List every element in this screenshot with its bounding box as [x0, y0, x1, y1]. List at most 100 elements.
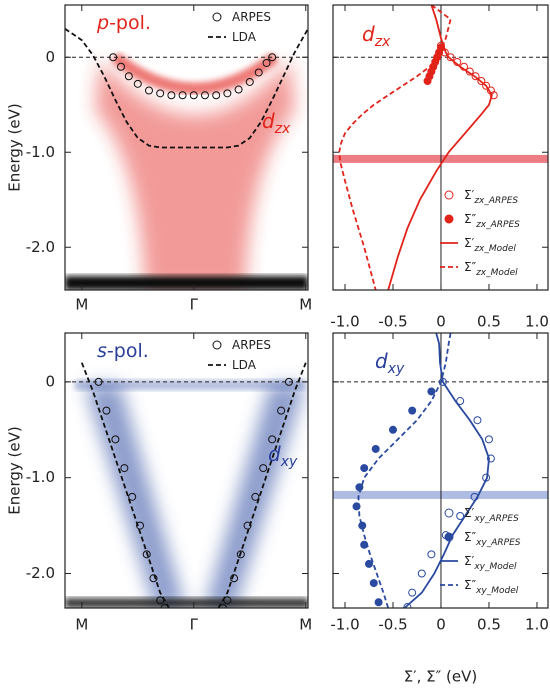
y-tick-label: -2.0 — [26, 238, 55, 256]
data-point — [486, 454, 495, 463]
legend-swatch — [444, 532, 454, 542]
legend-label: Σ″zx_ARPES — [464, 212, 520, 230]
series-line — [357, 333, 452, 608]
data-point — [364, 559, 373, 568]
data-point — [111, 435, 120, 444]
y-tick-label: 0 — [45, 372, 55, 390]
y-tick-label: -1.0 — [26, 143, 55, 161]
legend-subscript: xy_ARPES — [475, 538, 521, 548]
polarization-letter: p — [96, 12, 109, 34]
data-point — [245, 77, 254, 86]
x-tick-label: 0 — [436, 313, 446, 331]
x-axis-label: Σ′, Σ″ (eV) — [404, 668, 477, 686]
data-point — [371, 444, 380, 453]
y-tick-label: -2.0 — [26, 564, 55, 582]
legend-subscript: zx_ARPES — [473, 196, 518, 206]
legend-label: Σ″xy_ARPES — [464, 530, 521, 548]
orbital-label: dzx — [362, 22, 391, 51]
data-point — [268, 435, 277, 444]
legend-name: ARPES — [232, 338, 271, 352]
data-point — [277, 406, 286, 415]
data-point — [369, 579, 378, 588]
x-tick-label: Γ — [190, 296, 199, 314]
x-tick-label: 0.5 — [477, 616, 501, 634]
x-tick-label: -0.5 — [378, 616, 407, 634]
plot-area — [333, 5, 548, 290]
orbital-label: dxy — [375, 349, 405, 378]
data-point — [403, 603, 412, 608]
data-point — [374, 598, 383, 607]
legend-name: Σ′ — [464, 236, 475, 250]
orbital-subscript: xy — [280, 454, 298, 470]
orbital-letter: d — [268, 442, 281, 466]
orbital-subscript: xy — [387, 361, 405, 377]
data-point — [124, 72, 133, 81]
x-tick-label: M — [299, 296, 312, 314]
data-point — [473, 416, 482, 425]
legend-name: Σ″ — [464, 578, 477, 592]
frame — [64, 4, 309, 291]
data-point — [482, 81, 491, 90]
legend-subscript: zx_ARPES — [475, 220, 520, 230]
data-point — [189, 91, 198, 100]
data-point — [178, 91, 187, 100]
x-tick-label: 0 — [436, 616, 446, 634]
data-point — [156, 89, 165, 98]
data-point — [262, 58, 271, 67]
series-line — [387, 5, 493, 290]
data-point — [128, 492, 137, 501]
data-point — [408, 406, 417, 415]
data-point — [427, 550, 436, 559]
data-point — [259, 464, 268, 473]
data-point — [417, 569, 426, 578]
legend-subscript: xy_Model — [475, 586, 519, 596]
data-point — [254, 68, 263, 77]
data-point — [120, 464, 129, 473]
intensity-map — [65, 380, 308, 608]
polarization-text: -pol. — [109, 12, 151, 34]
legend-subscript: xy_Model — [473, 562, 517, 572]
data-point — [251, 492, 260, 501]
y-axis-label: Energy (eV) — [6, 103, 24, 191]
legend-subscript: zx_Model — [473, 244, 516, 254]
data-point — [427, 387, 436, 396]
data-point — [218, 604, 227, 608]
orbital-letter: d — [375, 349, 388, 373]
legend-label: ARPES — [232, 10, 271, 24]
x-tick-label: M — [299, 616, 312, 634]
legend-label: Σ′zx_Model — [464, 236, 516, 254]
polarization-letter: s — [97, 340, 107, 362]
legend-name: LDA — [232, 358, 257, 372]
legend-name: Σ′ — [464, 506, 475, 520]
legend-label: LDA — [232, 358, 257, 372]
legend-name: Σ″ — [464, 260, 477, 274]
legend-swatch — [212, 12, 222, 22]
x-tick-label: -1.0 — [330, 616, 359, 634]
series-line — [80, 362, 307, 608]
data-point — [484, 435, 493, 444]
data-point — [477, 77, 486, 85]
data-point — [160, 604, 169, 608]
orbital-letter: d — [362, 22, 375, 46]
orbital-label: dzx — [262, 109, 291, 138]
orbital-subscript: zx — [274, 121, 291, 137]
plot-area — [333, 333, 548, 608]
x-tick-label: -1.0 — [330, 313, 359, 331]
legend-name: ARPES — [232, 10, 271, 24]
legend-name: Σ″ — [464, 212, 477, 226]
data-point — [109, 53, 118, 62]
series-line — [65, 28, 308, 149]
data-point — [116, 62, 125, 71]
data-point — [234, 85, 243, 94]
legend-label: Σ″zx_Model — [464, 260, 518, 278]
x-tick-label: 1.0 — [525, 616, 549, 634]
legend-subscript: zx_Model — [475, 268, 518, 278]
data-point — [456, 397, 465, 406]
data-point — [489, 91, 498, 100]
data-point — [456, 512, 465, 521]
data-point — [212, 91, 221, 100]
x-tick-label: -0.5 — [378, 313, 407, 331]
data-point — [136, 521, 145, 530]
data-point — [423, 77, 432, 85]
